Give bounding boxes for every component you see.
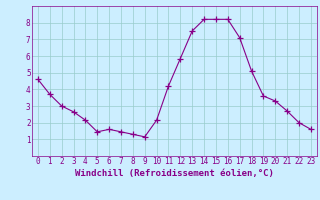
X-axis label: Windchill (Refroidissement éolien,°C): Windchill (Refroidissement éolien,°C) (75, 169, 274, 178)
